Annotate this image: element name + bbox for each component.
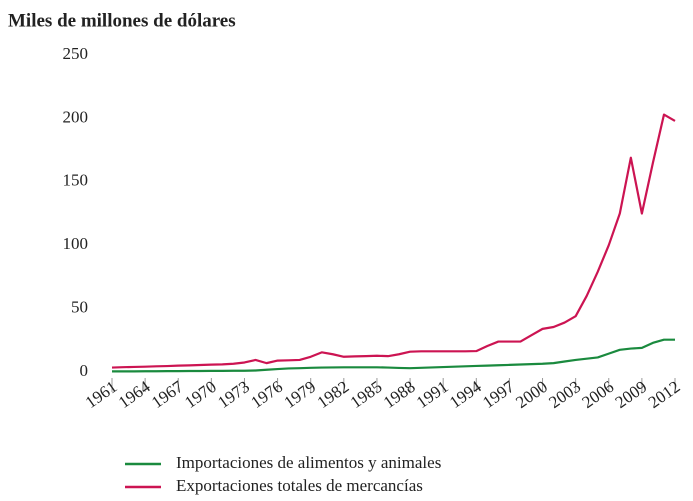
- legend-label: Importaciones de alimentos y animales: [176, 453, 441, 472]
- y-tick-label: 0: [80, 361, 89, 380]
- x-tick-label: 2000: [512, 377, 551, 412]
- x-tick-label: 1985: [347, 377, 386, 412]
- x-tick-label: 1997: [479, 377, 518, 412]
- series-line: [112, 338, 675, 373]
- x-tick-label: 1967: [148, 377, 187, 412]
- y-tick-label: 100: [63, 234, 89, 253]
- x-tick-label: 1988: [380, 377, 419, 412]
- legend-label: Exportaciones totales de mercancías: [176, 476, 423, 495]
- y-tick-label: 250: [63, 44, 89, 63]
- x-tick-label: 1976: [247, 377, 286, 412]
- chart-title: Miles de millones de dólares: [8, 10, 236, 31]
- x-tick-label: 1979: [280, 377, 319, 412]
- x-tick-label: 1982: [314, 377, 353, 412]
- series-line: [111, 113, 676, 369]
- x-tick-label: 1961: [82, 377, 121, 412]
- x-tick-label: 1973: [214, 377, 253, 412]
- y-tick-label: 50: [71, 298, 88, 317]
- y-tick-label: 150: [63, 171, 89, 190]
- x-tick-label: 2012: [645, 377, 684, 412]
- x-tick-label: 2003: [545, 377, 584, 412]
- x-tick-label: 2009: [612, 377, 651, 412]
- y-tick-label: 200: [63, 107, 89, 126]
- x-tick-label: 1964: [115, 377, 154, 412]
- x-tick-label: 1991: [413, 377, 452, 412]
- x-tick-label: 1970: [181, 377, 220, 412]
- x-tick-label: 2006: [579, 377, 618, 412]
- x-tick-label: 1994: [446, 377, 485, 412]
